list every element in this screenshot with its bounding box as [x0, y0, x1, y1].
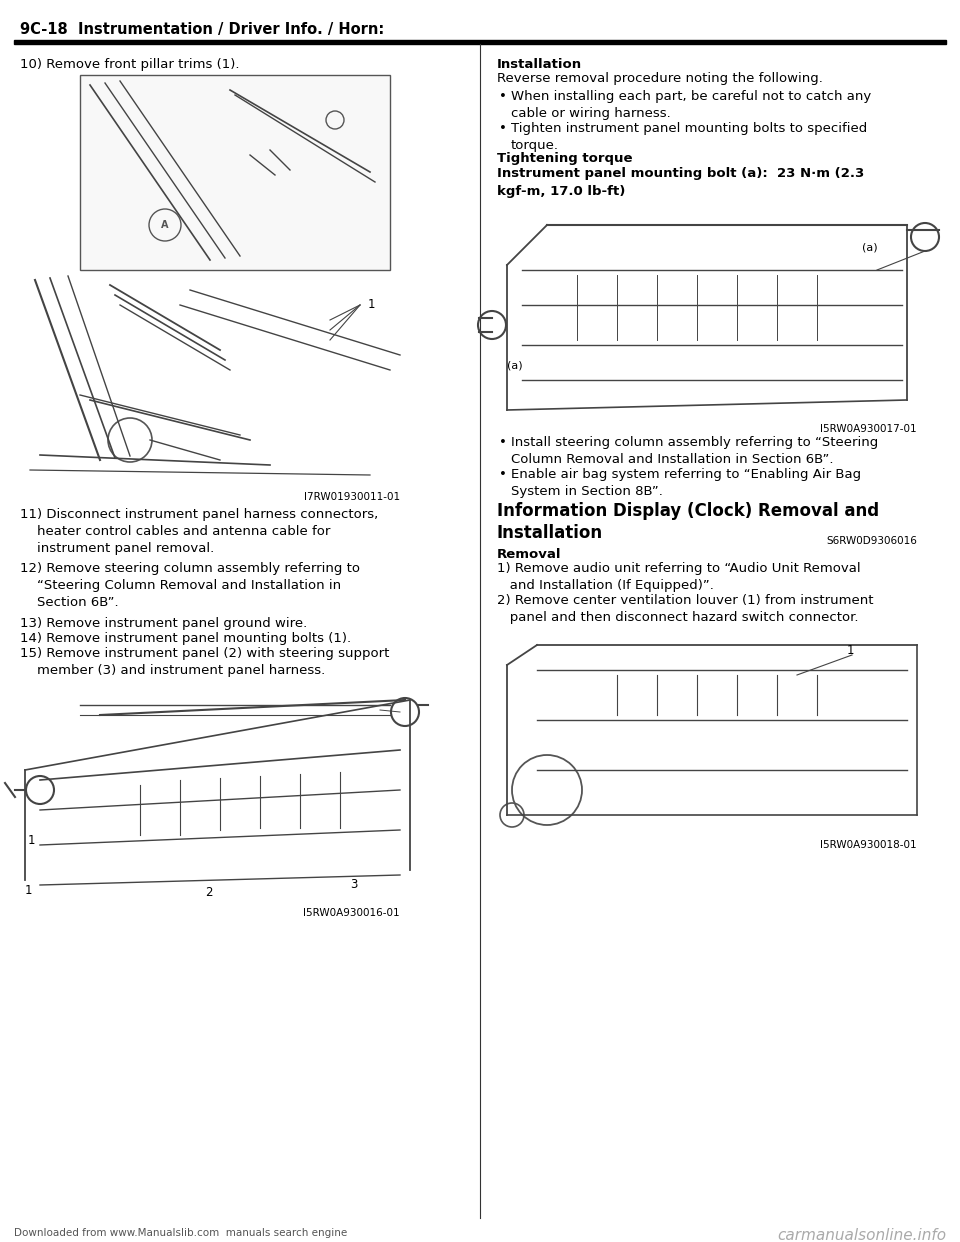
Text: When installing each part, be careful not to catch any
cable or wiring harness.: When installing each part, be careful no… — [511, 89, 872, 120]
Text: 11) Disconnect instrument panel harness connectors,
    heater control cables an: 11) Disconnect instrument panel harness … — [20, 508, 378, 555]
Text: 13) Remove instrument panel ground wire.: 13) Remove instrument panel ground wire. — [20, 617, 307, 630]
Text: I5RW0A930017-01: I5RW0A930017-01 — [821, 424, 917, 433]
Text: 14) Remove instrument panel mounting bolts (1).: 14) Remove instrument panel mounting bol… — [20, 632, 351, 645]
Text: S6RW0D9306016: S6RW0D9306016 — [827, 537, 917, 546]
Text: Installation: Installation — [497, 58, 582, 71]
Text: 15) Remove instrument panel (2) with steering support
    member (3) and instrum: 15) Remove instrument panel (2) with ste… — [20, 647, 390, 677]
Text: Information Display (Clock) Removal and
Installation: Information Display (Clock) Removal and … — [497, 502, 879, 543]
Text: (a): (a) — [862, 242, 877, 252]
Text: 12) Remove steering column assembly referring to
    “Steering Column Removal an: 12) Remove steering column assembly refe… — [20, 561, 360, 609]
Bar — [80, 75, 390, 270]
Text: Downloaded from www.Manualslib.com  manuals search engine: Downloaded from www.Manualslib.com manua… — [14, 1228, 348, 1238]
Text: Enable air bag system referring to “Enabling Air Bag
System in Section 8B”.: Enable air bag system referring to “Enab… — [511, 468, 861, 498]
Text: Reverse removal procedure noting the following.: Reverse removal procedure noting the fol… — [497, 72, 823, 84]
Bar — [14, 40, 946, 43]
Text: •: • — [499, 468, 507, 481]
Text: 1: 1 — [28, 833, 36, 847]
Text: 3: 3 — [350, 878, 357, 892]
Text: 1: 1 — [25, 883, 33, 897]
Text: Install steering column assembly referring to “Steering
Column Removal and Insta: Install steering column assembly referri… — [511, 436, 878, 466]
Text: 2) Remove center ventilation louver (1) from instrument
   panel and then discon: 2) Remove center ventilation louver (1) … — [497, 594, 874, 623]
Text: carmanualsonline.info: carmanualsonline.info — [777, 1228, 946, 1242]
Text: 2: 2 — [205, 886, 212, 898]
Text: 10) Remove front pillar trims (1).: 10) Remove front pillar trims (1). — [20, 58, 239, 71]
Text: •: • — [499, 122, 507, 135]
Text: Tightening torque: Tightening torque — [497, 152, 633, 165]
Text: •: • — [499, 89, 507, 103]
Text: Instrument panel mounting bolt (a):  23 N·m (2.3
kgf-m, 17.0 lb-ft): Instrument panel mounting bolt (a): 23 N… — [497, 166, 864, 197]
Text: (a): (a) — [507, 360, 522, 370]
Text: I7RW01930011-01: I7RW01930011-01 — [304, 492, 400, 502]
Text: I5RW0A930018-01: I5RW0A930018-01 — [821, 840, 917, 850]
Text: Tighten instrument panel mounting bolts to specified
torque.: Tighten instrument panel mounting bolts … — [511, 122, 867, 152]
Text: A: A — [161, 220, 169, 230]
Text: 1: 1 — [368, 298, 375, 312]
Text: 9C-18  Instrumentation / Driver Info. / Horn:: 9C-18 Instrumentation / Driver Info. / H… — [20, 22, 384, 37]
Text: 1: 1 — [847, 643, 854, 657]
Text: I5RW0A930016-01: I5RW0A930016-01 — [303, 908, 400, 918]
Text: •: • — [499, 436, 507, 450]
Text: 1) Remove audio unit referring to “Audio Unit Removal
   and Installation (If Eq: 1) Remove audio unit referring to “Audio… — [497, 561, 860, 592]
Text: Removal: Removal — [497, 548, 562, 561]
